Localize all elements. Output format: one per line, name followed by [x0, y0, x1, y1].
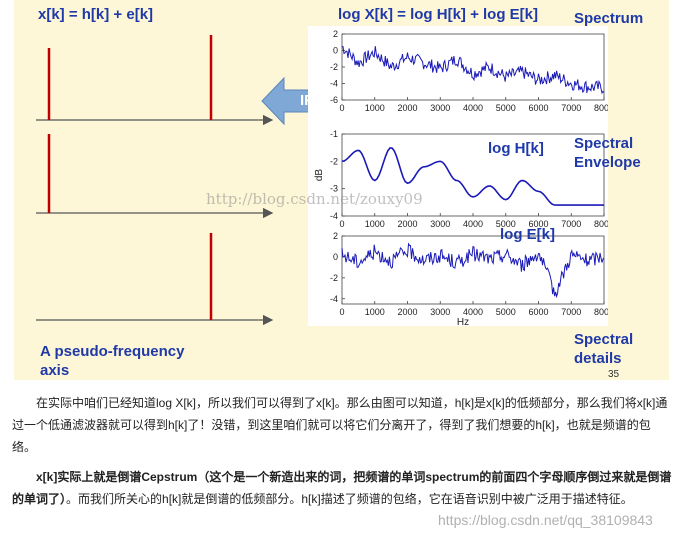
x-tick-label-2-7: 7000: [561, 219, 581, 229]
paragraph-2-bold: x[k]实际上就是倒谱Cepstrum（这个是一个新造出来的词，把频谱的单词sp…: [12, 470, 672, 506]
lecture-slide: x[k] = h[k] + e[k] log X[k] = log H[k] +…: [14, 0, 669, 380]
x-tick-label-2-5: 5000: [496, 219, 516, 229]
article-text: 在实际中咱们已经知道log X[k]，所以我们可以得到了x[k]。那么由图可以知…: [12, 392, 672, 510]
x-tick-label-3-8: 8000: [594, 307, 608, 317]
x-tick-label-3-4: 4000: [463, 307, 483, 317]
x-tick-label-1-2: 2000: [397, 103, 417, 113]
stem-plot-bottom: [36, 233, 274, 326]
y-tick-label-2-3: -4: [330, 211, 338, 221]
series-line-1: [341, 46, 605, 95]
y-tick-label-1-0: 2: [333, 29, 338, 39]
stem-plot-top: [36, 35, 274, 126]
x-tick-label-3-3: 3000: [430, 307, 450, 317]
right-title: log X[k] = log H[k] + log E[k]: [338, 6, 539, 23]
x-tick-label-3-2: 2000: [397, 307, 417, 317]
y-tick-label-3-1: 0: [333, 252, 338, 262]
x-tick-label-1-8: 8000: [594, 103, 608, 113]
x-tick-label-3-6: 6000: [528, 307, 548, 317]
details-label-line2: details: [574, 350, 622, 367]
x-tick-label-2-3: 3000: [430, 219, 450, 229]
x-tick-label-2-1: 1000: [365, 219, 385, 229]
stem-plot-middle: [36, 134, 274, 219]
x-tick-label-3-0: 0: [339, 307, 344, 317]
x-tick-label-2-8: 8000: [594, 219, 608, 229]
details-label: Spectral details: [574, 330, 633, 368]
y-tick-label-2-0: -1: [330, 129, 338, 139]
charts-background: [308, 26, 608, 326]
series-line-2: [341, 147, 604, 206]
x-tick-label-1-0: 0: [339, 103, 344, 113]
y-tick-label-1-3: -4: [330, 79, 338, 89]
x-tick-label-3-5: 5000: [496, 307, 516, 317]
loge-label: log E[k]: [500, 226, 555, 243]
x-tick-label-1-3: 3000: [430, 103, 450, 113]
y-tick-label-3-2: -2: [330, 273, 338, 283]
y-tick-label-1-1: 0: [333, 46, 338, 56]
slide-watermark: http://blog.csdn.net/zouxy09: [206, 190, 423, 208]
spectrum-charts: 20-2-4-60 1000 2000 3000 4000 5000 6000 7000 800…: [308, 26, 608, 326]
logh-label: log H[k]: [488, 140, 544, 157]
spectrum-label: Spectrum: [574, 10, 644, 27]
pseudo-frequency-label: A pseudo-frequency axis: [40, 342, 184, 380]
pseudo-label-line2: axis: [40, 362, 70, 379]
y-tick-label-3-0: 2: [333, 231, 338, 241]
x-tick-label-2-4: 4000: [463, 219, 483, 229]
envelope-label-line1: Spectral: [574, 135, 634, 152]
details-label-line1: Spectral: [574, 331, 634, 348]
x-tick-label-1-1: 1000: [365, 103, 385, 113]
y-axis-label-2: dB: [314, 169, 325, 182]
csdn-watermark: https://blog.csdn.net/qq_38109843: [438, 512, 653, 528]
y-tick-label-1-2: -2: [330, 62, 338, 72]
y-tick-label-3-3: -4: [330, 294, 338, 304]
x-tick-label-1-6: 6000: [528, 103, 548, 113]
paragraph-1: 在实际中咱们已经知道log X[k]，所以我们可以得到了x[k]。那么由图可以知…: [12, 396, 668, 454]
x-tick-label-2-2: 2000: [397, 219, 417, 229]
paragraph-2: x[k]实际上就是倒谱Cepstrum（这个是一个新造出来的词，把频谱的单词sp…: [12, 466, 672, 510]
x-tick-label-3-1: 1000: [365, 307, 385, 317]
x-tick-label-2-0: 0: [339, 219, 344, 229]
page-number: 35: [608, 369, 620, 380]
envelope-label: Spectral Envelope: [574, 134, 641, 172]
x-tick-label-3-7: 7000: [561, 307, 581, 317]
x-tick-label-2-6: 6000: [528, 219, 548, 229]
pseudo-label-line1: A pseudo-frequency: [40, 343, 185, 360]
x-tick-label-1-7: 7000: [561, 103, 581, 113]
paragraph-2-rest: 。而我们所关心的h[k]就是倒谱的低频部分。h[k]描述了频谱的包络，它在语音识…: [66, 492, 633, 506]
x-tick-label-1-5: 5000: [496, 103, 516, 113]
y-tick-label-1-4: -6: [330, 95, 338, 105]
series-line-3: [341, 242, 605, 299]
y-tick-label-2-2: -3: [330, 184, 338, 194]
x-tick-label-1-4: 4000: [463, 103, 483, 113]
y-tick-label-2-1: -2: [330, 156, 338, 166]
x-axis-label-3: Hz: [457, 317, 469, 326]
left-title: x[k] = h[k] + e[k]: [38, 6, 154, 23]
envelope-label-line2: Envelope: [574, 154, 641, 171]
